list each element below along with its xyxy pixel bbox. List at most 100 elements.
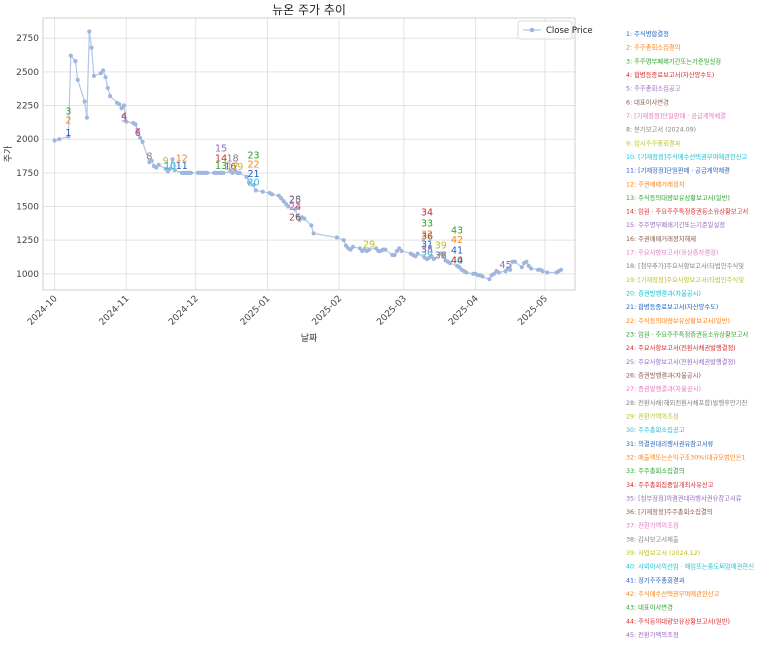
event-legend-item: 24: 주요사항보고서(전환사채권발행결정): [626, 343, 736, 352]
data-point: [448, 261, 453, 266]
data-point: [75, 77, 80, 82]
event-legend-list: 1: 주식병합결정 2: 주주총회소집결의 3: 주주명부폐쇄기간또는기준일설정 4:…: [626, 29, 754, 639]
data-point: [101, 68, 106, 73]
event-legend-item: 11: [기재정정]단일판매ㆍ공급계약체결: [626, 166, 730, 175]
event-marker-label: 6: [135, 128, 141, 139]
data-point: [559, 267, 564, 272]
data-point: [524, 259, 529, 264]
event-legend-item: 7: [기재정정]단일판매ㆍ공급계약체결: [626, 111, 726, 120]
data-point: [415, 251, 420, 256]
data-point: [140, 139, 145, 144]
event-legend-item: 16: 주권매매거래정지해제: [626, 234, 696, 243]
data-point: [350, 244, 355, 249]
event-legend-item: 40: 사외이사의선임ㆍ해임또는중도퇴임에관한신: [626, 562, 754, 571]
data-point: [367, 247, 372, 252]
data-point: [133, 122, 138, 127]
x-tick-label: 2024-10: [26, 294, 60, 328]
event-marker-label: 29: [363, 240, 375, 251]
event-legend-item: 28: 전환사채(해외전환사채포함)발행후만기전: [626, 398, 748, 407]
event-legend-item: 26: 증권발행결과(자율공시): [626, 371, 701, 380]
data-point: [464, 270, 469, 275]
y-tick-label: 2750: [16, 34, 39, 44]
legend-label: Close Price: [546, 26, 593, 36]
event-legend-item: 18: [첨부추가]주요사항보고서(타법인주식및: [626, 261, 744, 270]
event-marker-label: 14: [215, 153, 227, 164]
data-point: [441, 252, 446, 258]
data-point: [297, 217, 302, 223]
event-legend-item: 38: 감사보고서제출: [626, 534, 679, 543]
event-legend-item: 25: 주요사항보고서(전환사채권발행결정): [626, 357, 736, 366]
event-legend-item: 39: 사업보고서 (2024.12): [626, 548, 700, 557]
event-legend-item: 6: 대표이사변경: [626, 97, 669, 106]
event-legend-item: 27: 증권발행결과(자율공시): [626, 384, 701, 393]
event-marker-label: 44: [451, 256, 463, 267]
event-marker-label: 5: [121, 114, 127, 125]
chart-title: 뉴온 주가 추이: [272, 3, 346, 17]
event-legend-item: 1: 주식병합결정: [626, 29, 669, 38]
x-tick-label: 2024-11: [98, 294, 132, 328]
data-point: [529, 266, 534, 271]
data-point: [244, 174, 249, 179]
data-point: [124, 119, 129, 124]
event-legend-item: 15: 주주명부폐쇄기간또는기준일설정: [626, 220, 725, 229]
event-legend-item: 43: 대표이사변경: [626, 603, 673, 612]
data-point: [119, 106, 124, 111]
event-legend-item: 5: 주주총회소집공고: [626, 84, 681, 93]
data-point: [188, 170, 194, 175]
event-marker-label: 39: [435, 240, 447, 251]
event-legend-item: 2: 주주총회소집결의: [626, 43, 680, 52]
event-marker-label: 11: [176, 161, 188, 172]
y-tick-label: 1250: [16, 236, 39, 246]
data-point: [341, 238, 346, 243]
data-point: [138, 135, 143, 140]
data-point: [496, 270, 501, 275]
data-point: [82, 99, 87, 104]
event-marker-label: 37: [435, 250, 447, 261]
event-marker-label: 15: [215, 143, 227, 154]
y-tick-label: 2500: [16, 68, 39, 78]
event-legend-item: 34: 주주총회집중일개최사유신고: [626, 480, 714, 489]
event-marker-label: 35: [421, 244, 433, 255]
data-point: [334, 235, 339, 240]
event-marker-label: 19: [231, 162, 243, 173]
event-legend-item: 10: [기재정정]주식매수선택권부여에관한신고: [626, 152, 748, 161]
data-point: [512, 259, 518, 264]
event-legend-item: 44: 주식등의대량보유상황보고서(일반): [626, 616, 730, 625]
event-legend-item: 23: 임원ㆍ주요주주특정증권등소유상황보고서: [626, 330, 748, 339]
data-point: [302, 216, 307, 221]
event-marker-label: 32: [421, 230, 433, 241]
legend-marker-swatch: [529, 27, 535, 33]
data-point: [221, 170, 226, 175]
data-point: [392, 252, 397, 258]
data-point: [105, 85, 110, 91]
event-legend-item: 37: 전환가액의조정: [626, 521, 679, 530]
event-marker-label: 16: [224, 162, 236, 173]
data-point: [237, 170, 242, 175]
event-legend-item: 29: 전환가액의조정: [626, 412, 679, 421]
y-tick-label: 2000: [16, 135, 39, 145]
event-marker-label: 38: [435, 250, 447, 261]
data-point: [457, 265, 462, 270]
data-point: [172, 168, 177, 173]
event-marker-label: 10: [164, 161, 176, 172]
data-point: [52, 138, 57, 143]
event-marker-label: 20: [247, 178, 259, 189]
event-marker-label: 7: [135, 127, 141, 138]
event-legend-item: 19: [기재정정]주요사항보고서(타법인주식및: [626, 275, 744, 284]
data-point: [293, 207, 298, 212]
event-marker-label: 36: [421, 232, 433, 243]
event-marker-label: 12: [176, 153, 188, 164]
x-tick-label: 2024-12: [167, 294, 201, 328]
data-point: [87, 29, 92, 34]
event-marker-label: 34: [421, 207, 433, 218]
event-marker-label: 42: [451, 235, 463, 246]
data-point: [309, 223, 314, 228]
event-marker-label: 17: [227, 162, 239, 173]
event-marker-label: 45: [500, 260, 512, 271]
data-point: [246, 180, 251, 185]
data-point: [66, 134, 71, 139]
event-marker-label: 22: [247, 160, 259, 171]
